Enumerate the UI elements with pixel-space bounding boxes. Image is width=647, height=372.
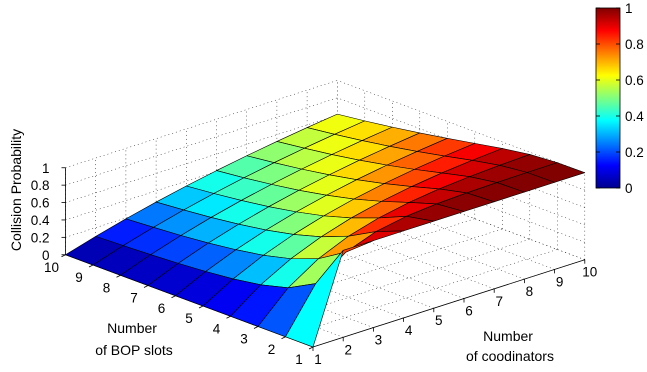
x-tick-label: 3 [375, 333, 383, 348]
y-axis-label: Number of BOP slots [95, 320, 173, 358]
y-axis-label-line1: Number [107, 320, 157, 336]
x-axis-line [312, 259, 585, 348]
colorbar-tick-label: 0.8 [625, 37, 644, 52]
x-tick-label: 6 [465, 304, 473, 319]
x-tick-label: 9 [556, 274, 564, 289]
y-tick [143, 285, 149, 288]
y-tick-label: 5 [185, 311, 193, 326]
surface-patch [285, 250, 344, 348]
y-tick-label: 6 [158, 301, 166, 316]
colorbar-tick-label: 0.6 [625, 73, 644, 88]
y-tick [253, 326, 259, 329]
colorbar-tick-label: 0.2 [625, 145, 644, 160]
x-tick-label: 8 [526, 284, 534, 299]
surface-plot [65, 113, 586, 348]
z-tick-label: 0.2 [31, 230, 50, 245]
x-axis-label-line2: of coodinators [466, 348, 554, 364]
y-tick-label: 2 [268, 342, 276, 357]
x-axis-label-line1: Number [483, 328, 533, 344]
y-tick-label: 8 [103, 280, 111, 295]
y-tick [171, 295, 176, 299]
x-tick-label: 7 [495, 294, 503, 309]
y-axis-label-line2: of BOP slots [95, 342, 173, 358]
x-tick-label: 10 [582, 265, 597, 280]
y-tick-label: 9 [75, 270, 83, 285]
x-tick-label: 2 [344, 342, 352, 357]
z-tick-label: 0.4 [31, 213, 50, 228]
grid-line [337, 80, 585, 173]
colorbar-gradient [595, 7, 621, 189]
y-tick-label: 7 [130, 291, 138, 306]
y-tick [88, 264, 94, 268]
x-axis-label: Number of coodinators [466, 328, 554, 364]
colorbar: 0 0.2 0.4 0.6 0.8 1 [595, 1, 644, 196]
y-tick [281, 336, 286, 340]
z-tick-label: 0 [42, 248, 50, 263]
z-tick-label: 1 [42, 161, 50, 176]
x-tick-label: 1 [314, 352, 322, 367]
y-tick [308, 346, 314, 350]
colorbar-tick-label: 1 [625, 1, 633, 16]
y-tick [226, 315, 231, 319]
z-axis-label: Collision Probability [8, 129, 24, 251]
x-tick-label: 5 [435, 313, 443, 328]
x-tick-label: 4 [405, 323, 413, 338]
z-tick-label: 0.6 [31, 196, 50, 211]
y-tick [198, 305, 204, 309]
y-tick-label: 1 [295, 352, 303, 367]
y-tick [116, 274, 121, 278]
colorbar-tick-label: 0 [625, 181, 633, 196]
z-tick-label: 0.8 [31, 178, 50, 193]
y-tick-label: 4 [213, 321, 221, 336]
y-tick-label: 10 [44, 260, 59, 275]
colorbar-tick-label: 0.4 [625, 109, 644, 124]
y-tick-label: 3 [240, 332, 248, 347]
